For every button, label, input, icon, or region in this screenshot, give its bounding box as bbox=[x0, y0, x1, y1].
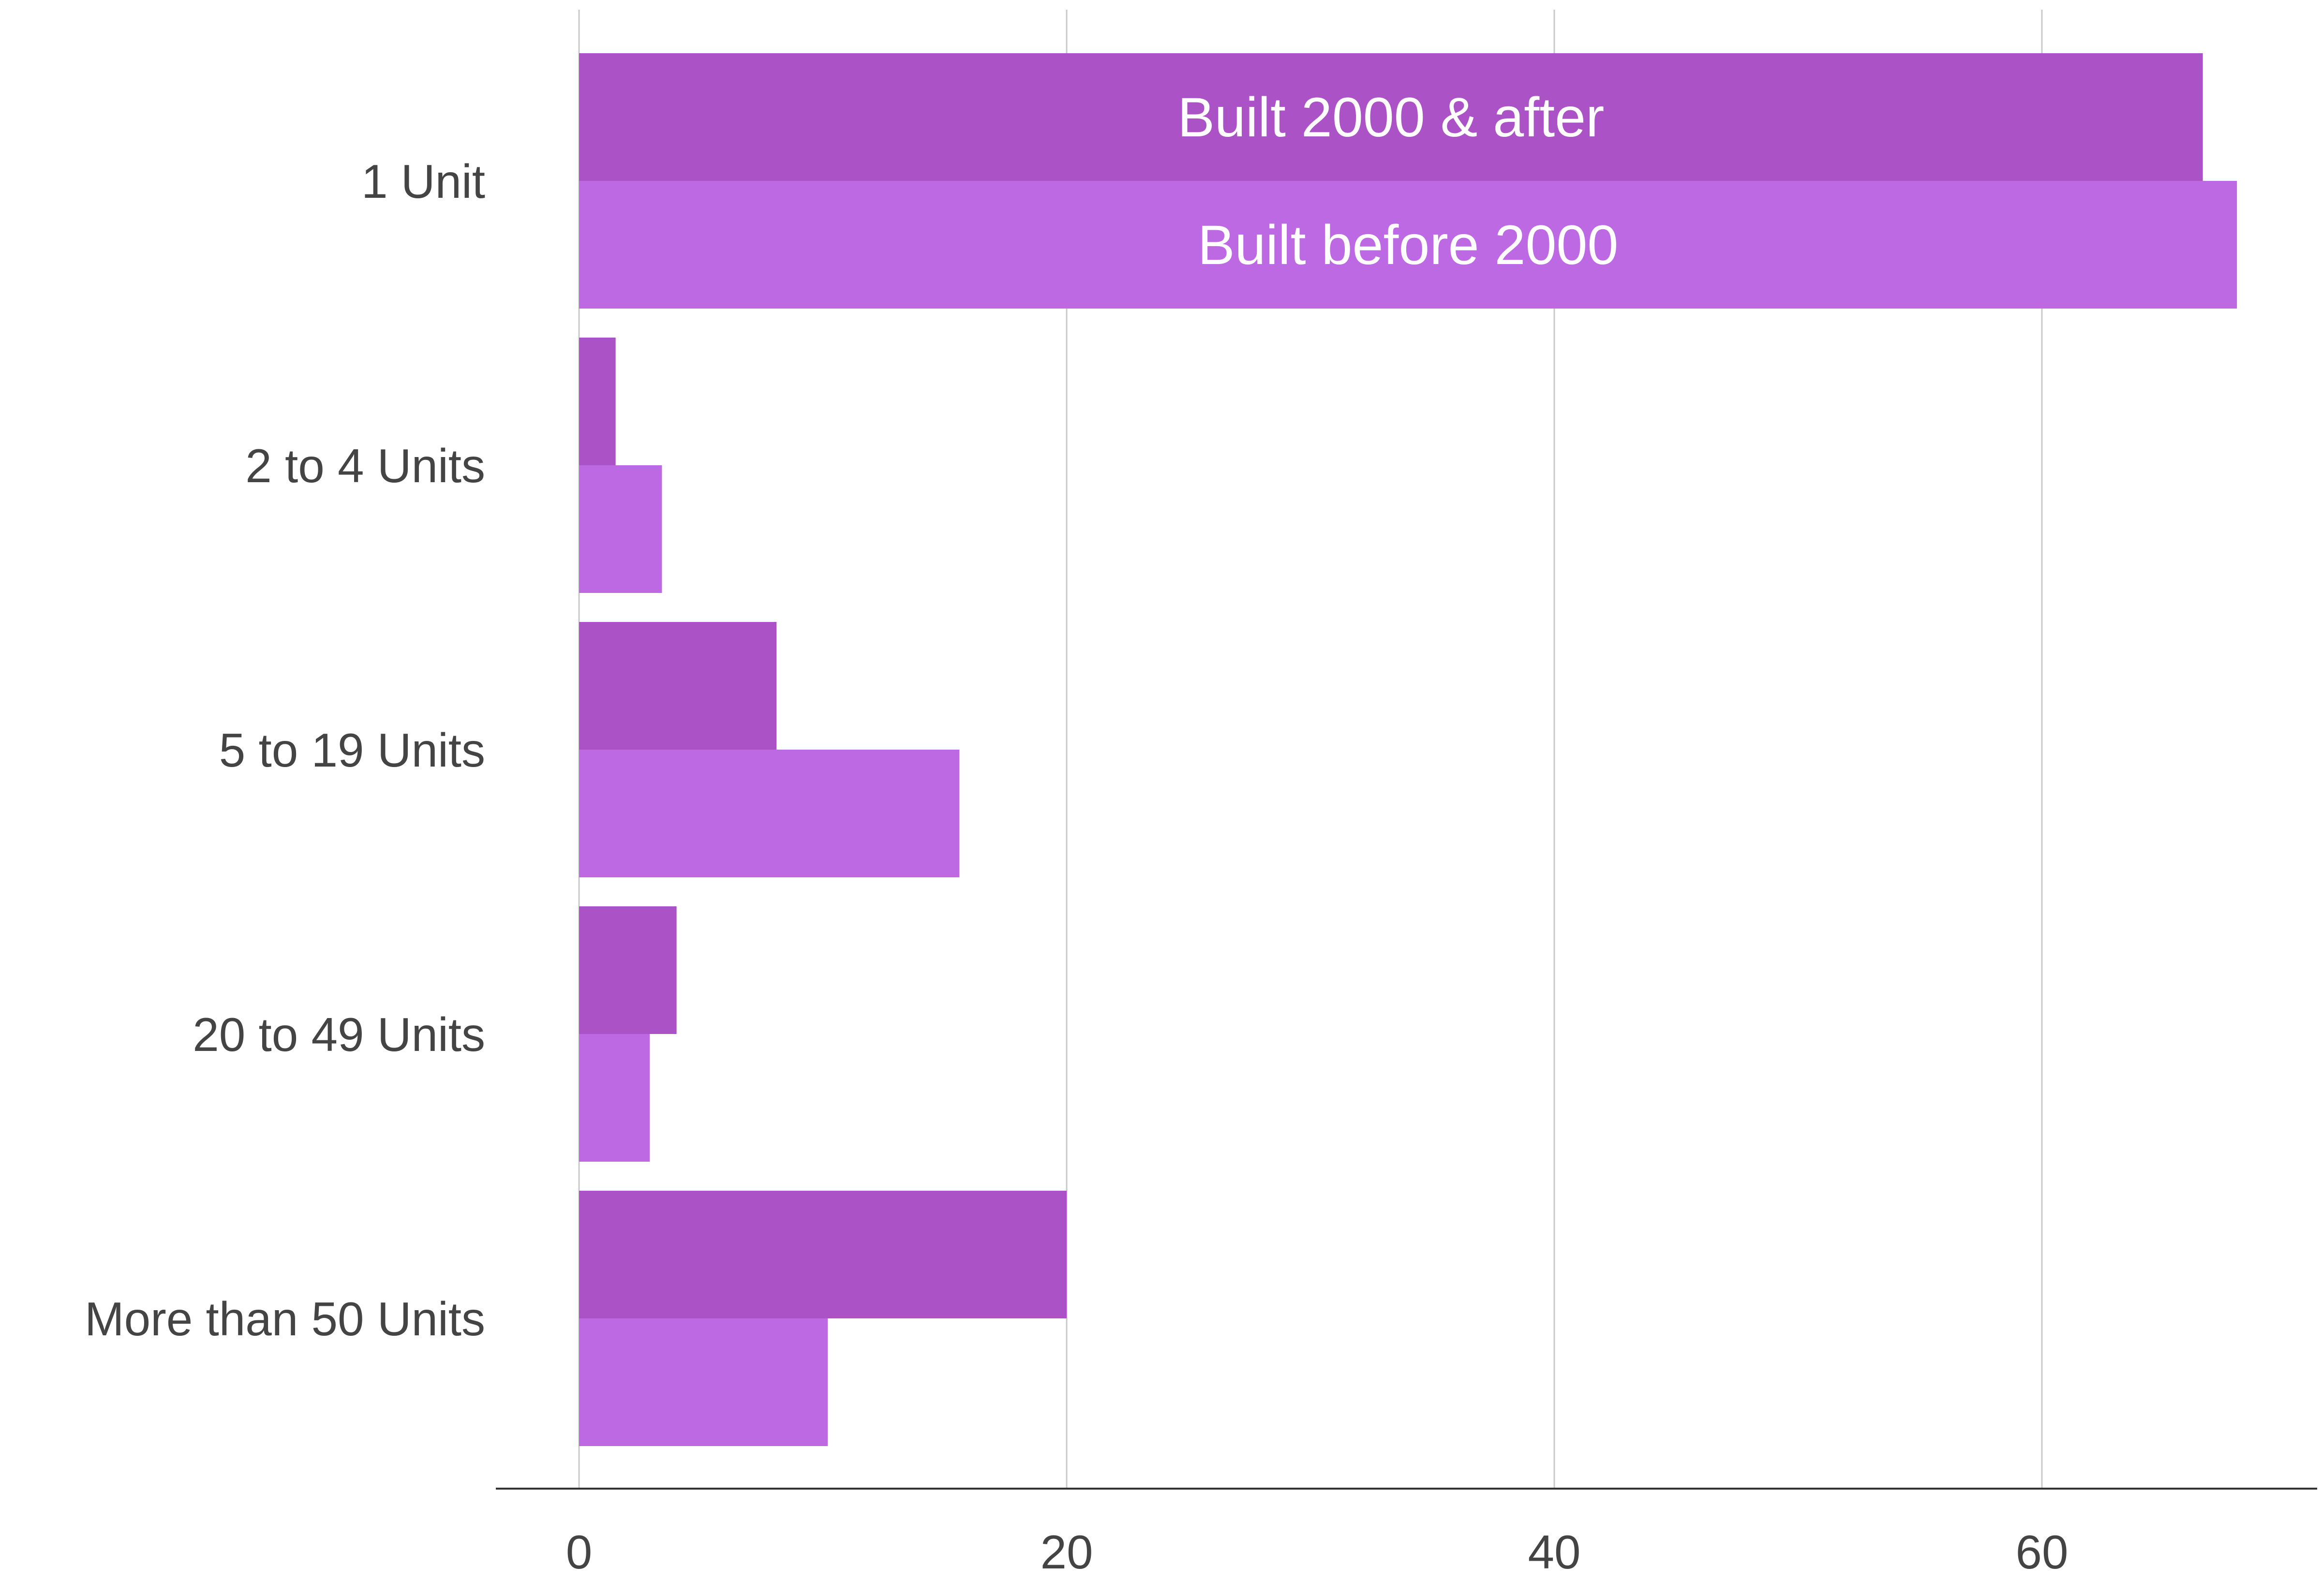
bar-5-to-19-units-built-before-2000 bbox=[579, 750, 960, 877]
bar-2-to-4-units-built-2000-and-after bbox=[579, 338, 616, 465]
bar-2-to-4-units-built-before-2000 bbox=[579, 465, 662, 593]
series-label-built-2000-and-after: Built 2000 & after bbox=[1177, 87, 1604, 148]
category-label-5-to-19-units: 5 to 19 Units bbox=[219, 724, 485, 777]
series-label-built-before-2000: Built before 2000 bbox=[1198, 214, 1619, 276]
x-tick-label: 60 bbox=[2015, 1525, 2068, 1579]
bars: Built 2000 & after Built before 2000 bbox=[579, 53, 2237, 1446]
category-labels: 1 Unit 2 to 4 Units 5 to 19 Units 20 to 49 … bbox=[85, 155, 485, 1345]
bar-more-than-50-units-built-before-2000 bbox=[579, 1318, 828, 1446]
bar-1-unit-built-before-2000 bbox=[579, 181, 2237, 309]
x-axis: 0 20 40 60 bbox=[496, 1488, 2317, 1579]
x-tick-label: 20 bbox=[1040, 1525, 1093, 1579]
bar-20-to-49-units-built-before-2000 bbox=[579, 1034, 650, 1162]
category-label-1-unit: 1 Unit bbox=[361, 155, 485, 208]
category-label-more-than-50-units: More than 50 Units bbox=[85, 1292, 485, 1345]
x-tick-label: 40 bbox=[1528, 1525, 1580, 1579]
category-label-2-to-4-units: 2 to 4 Units bbox=[245, 439, 485, 492]
bar-more-than-50-units-built-2000-and-after bbox=[579, 1191, 1067, 1318]
x-tick-label: 0 bbox=[566, 1525, 593, 1579]
category-label-20-to-49-units: 20 to 49 Units bbox=[193, 1008, 485, 1061]
bar-1-unit-built-2000-and-after bbox=[579, 53, 2203, 181]
bar-20-to-49-units-built-2000-and-after bbox=[579, 906, 677, 1034]
bar-5-to-19-units-built-2000-and-after bbox=[579, 622, 777, 750]
